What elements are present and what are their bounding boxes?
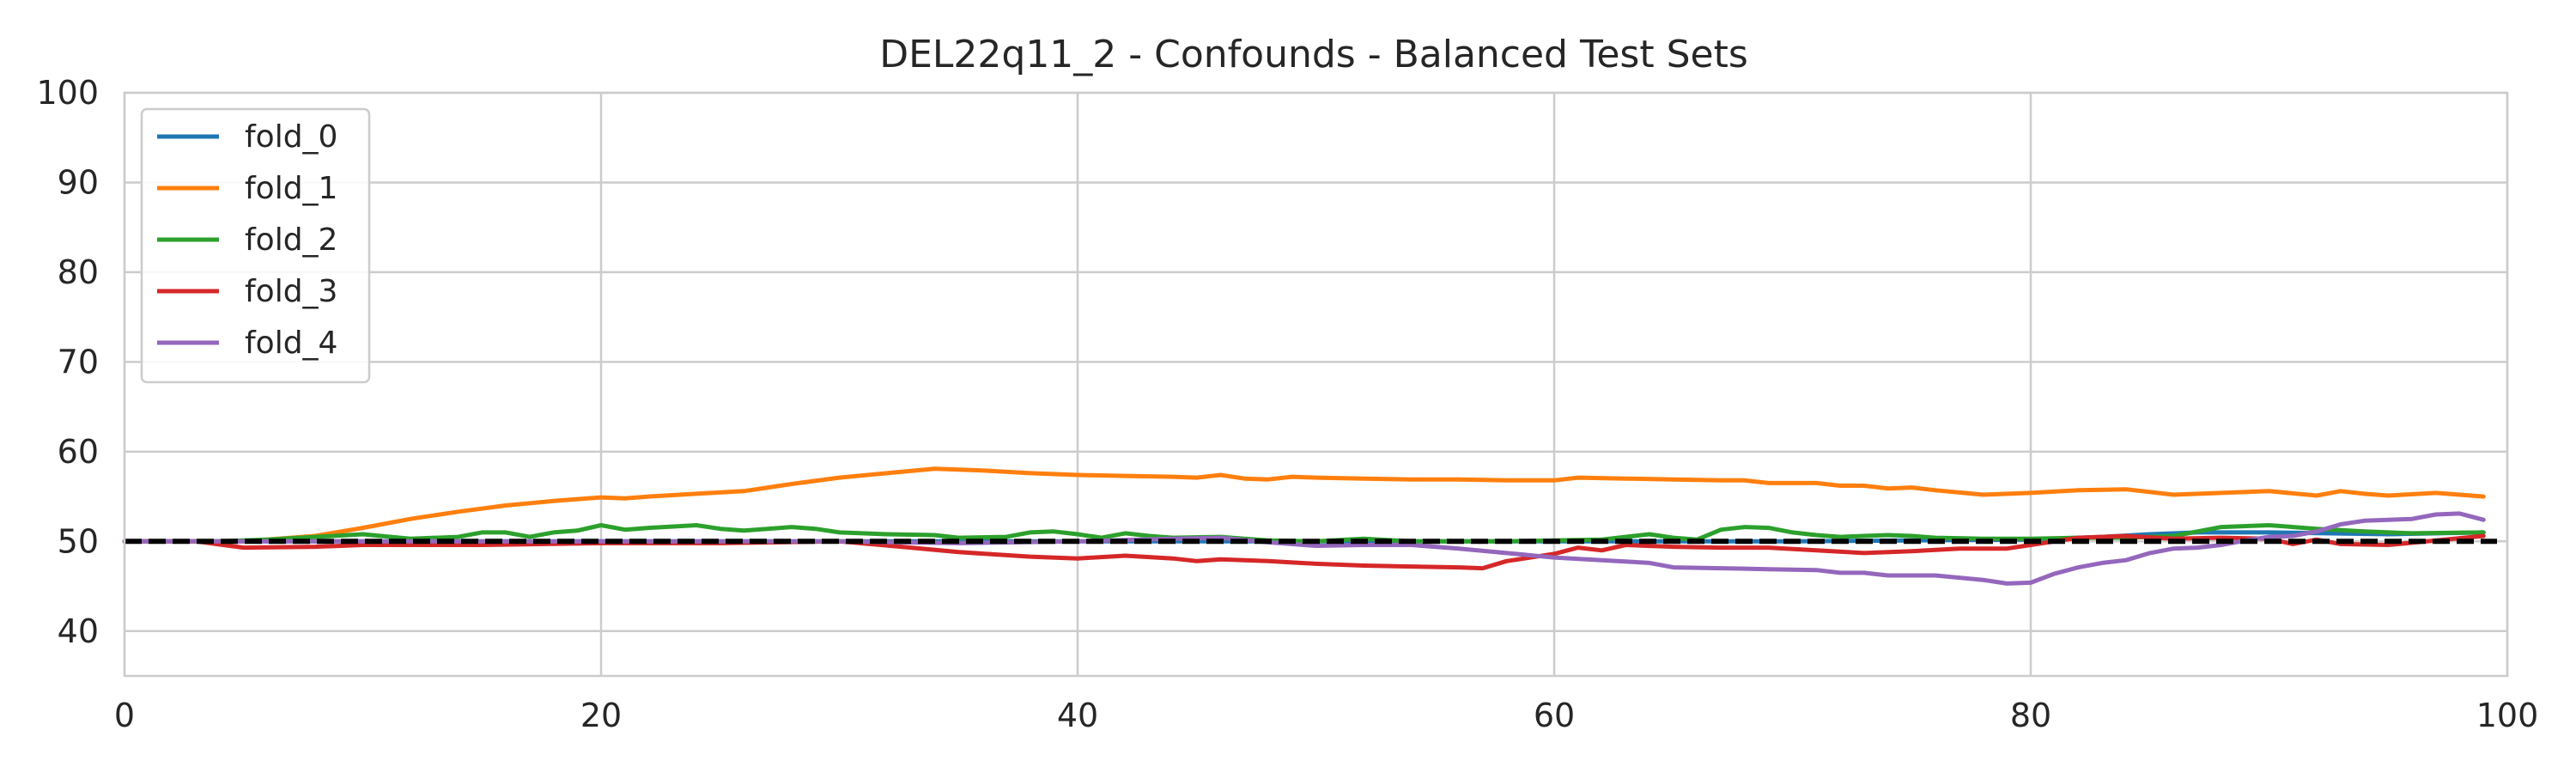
x-tick-labels: 0 20 40 60 80 100 [114, 697, 2538, 734]
legend-label-fold_1: fold_1 [245, 171, 337, 206]
x-tick-label: 60 [1534, 697, 1575, 734]
legend-label-fold_3: fold_3 [245, 274, 337, 309]
legend-box [140, 107, 371, 384]
y-tick-label: 80 [58, 253, 99, 291]
y-tick-label: 50 [58, 522, 99, 560]
x-tick-label: 80 [2010, 697, 2051, 734]
x-tick-label: 40 [1057, 697, 1098, 734]
legend-label-fold_4: fold_4 [245, 326, 337, 361]
y-tick-label: 70 [58, 343, 99, 380]
chart-title: DEL22q11_2 - Confounds - Balanced Test S… [879, 33, 1748, 76]
legend-label-fold_2: fold_2 [245, 222, 337, 258]
y-tick-label: 60 [58, 433, 99, 471]
y-tick-labels: 40 50 60 70 80 90 100 [36, 74, 99, 650]
x-tick-label: 0 [114, 697, 135, 734]
series-line-fold_4 [122, 511, 2486, 586]
y-tick-label: 100 [36, 74, 99, 112]
series-lines [122, 466, 2497, 586]
grid-lines [123, 91, 2509, 676]
y-tick-label: 90 [58, 163, 99, 201]
y-tick-label: 40 [58, 612, 99, 650]
legend: fold_0 fold_1 fold_2 fold_3 fold_4 [140, 107, 371, 384]
plot-frame [123, 91, 2509, 678]
legend-label-fold_0: fold_0 [245, 119, 337, 155]
series-line-fold_1 [122, 466, 2486, 544]
x-tick-label: 100 [2476, 697, 2539, 734]
x-tick-label: 20 [580, 697, 622, 734]
